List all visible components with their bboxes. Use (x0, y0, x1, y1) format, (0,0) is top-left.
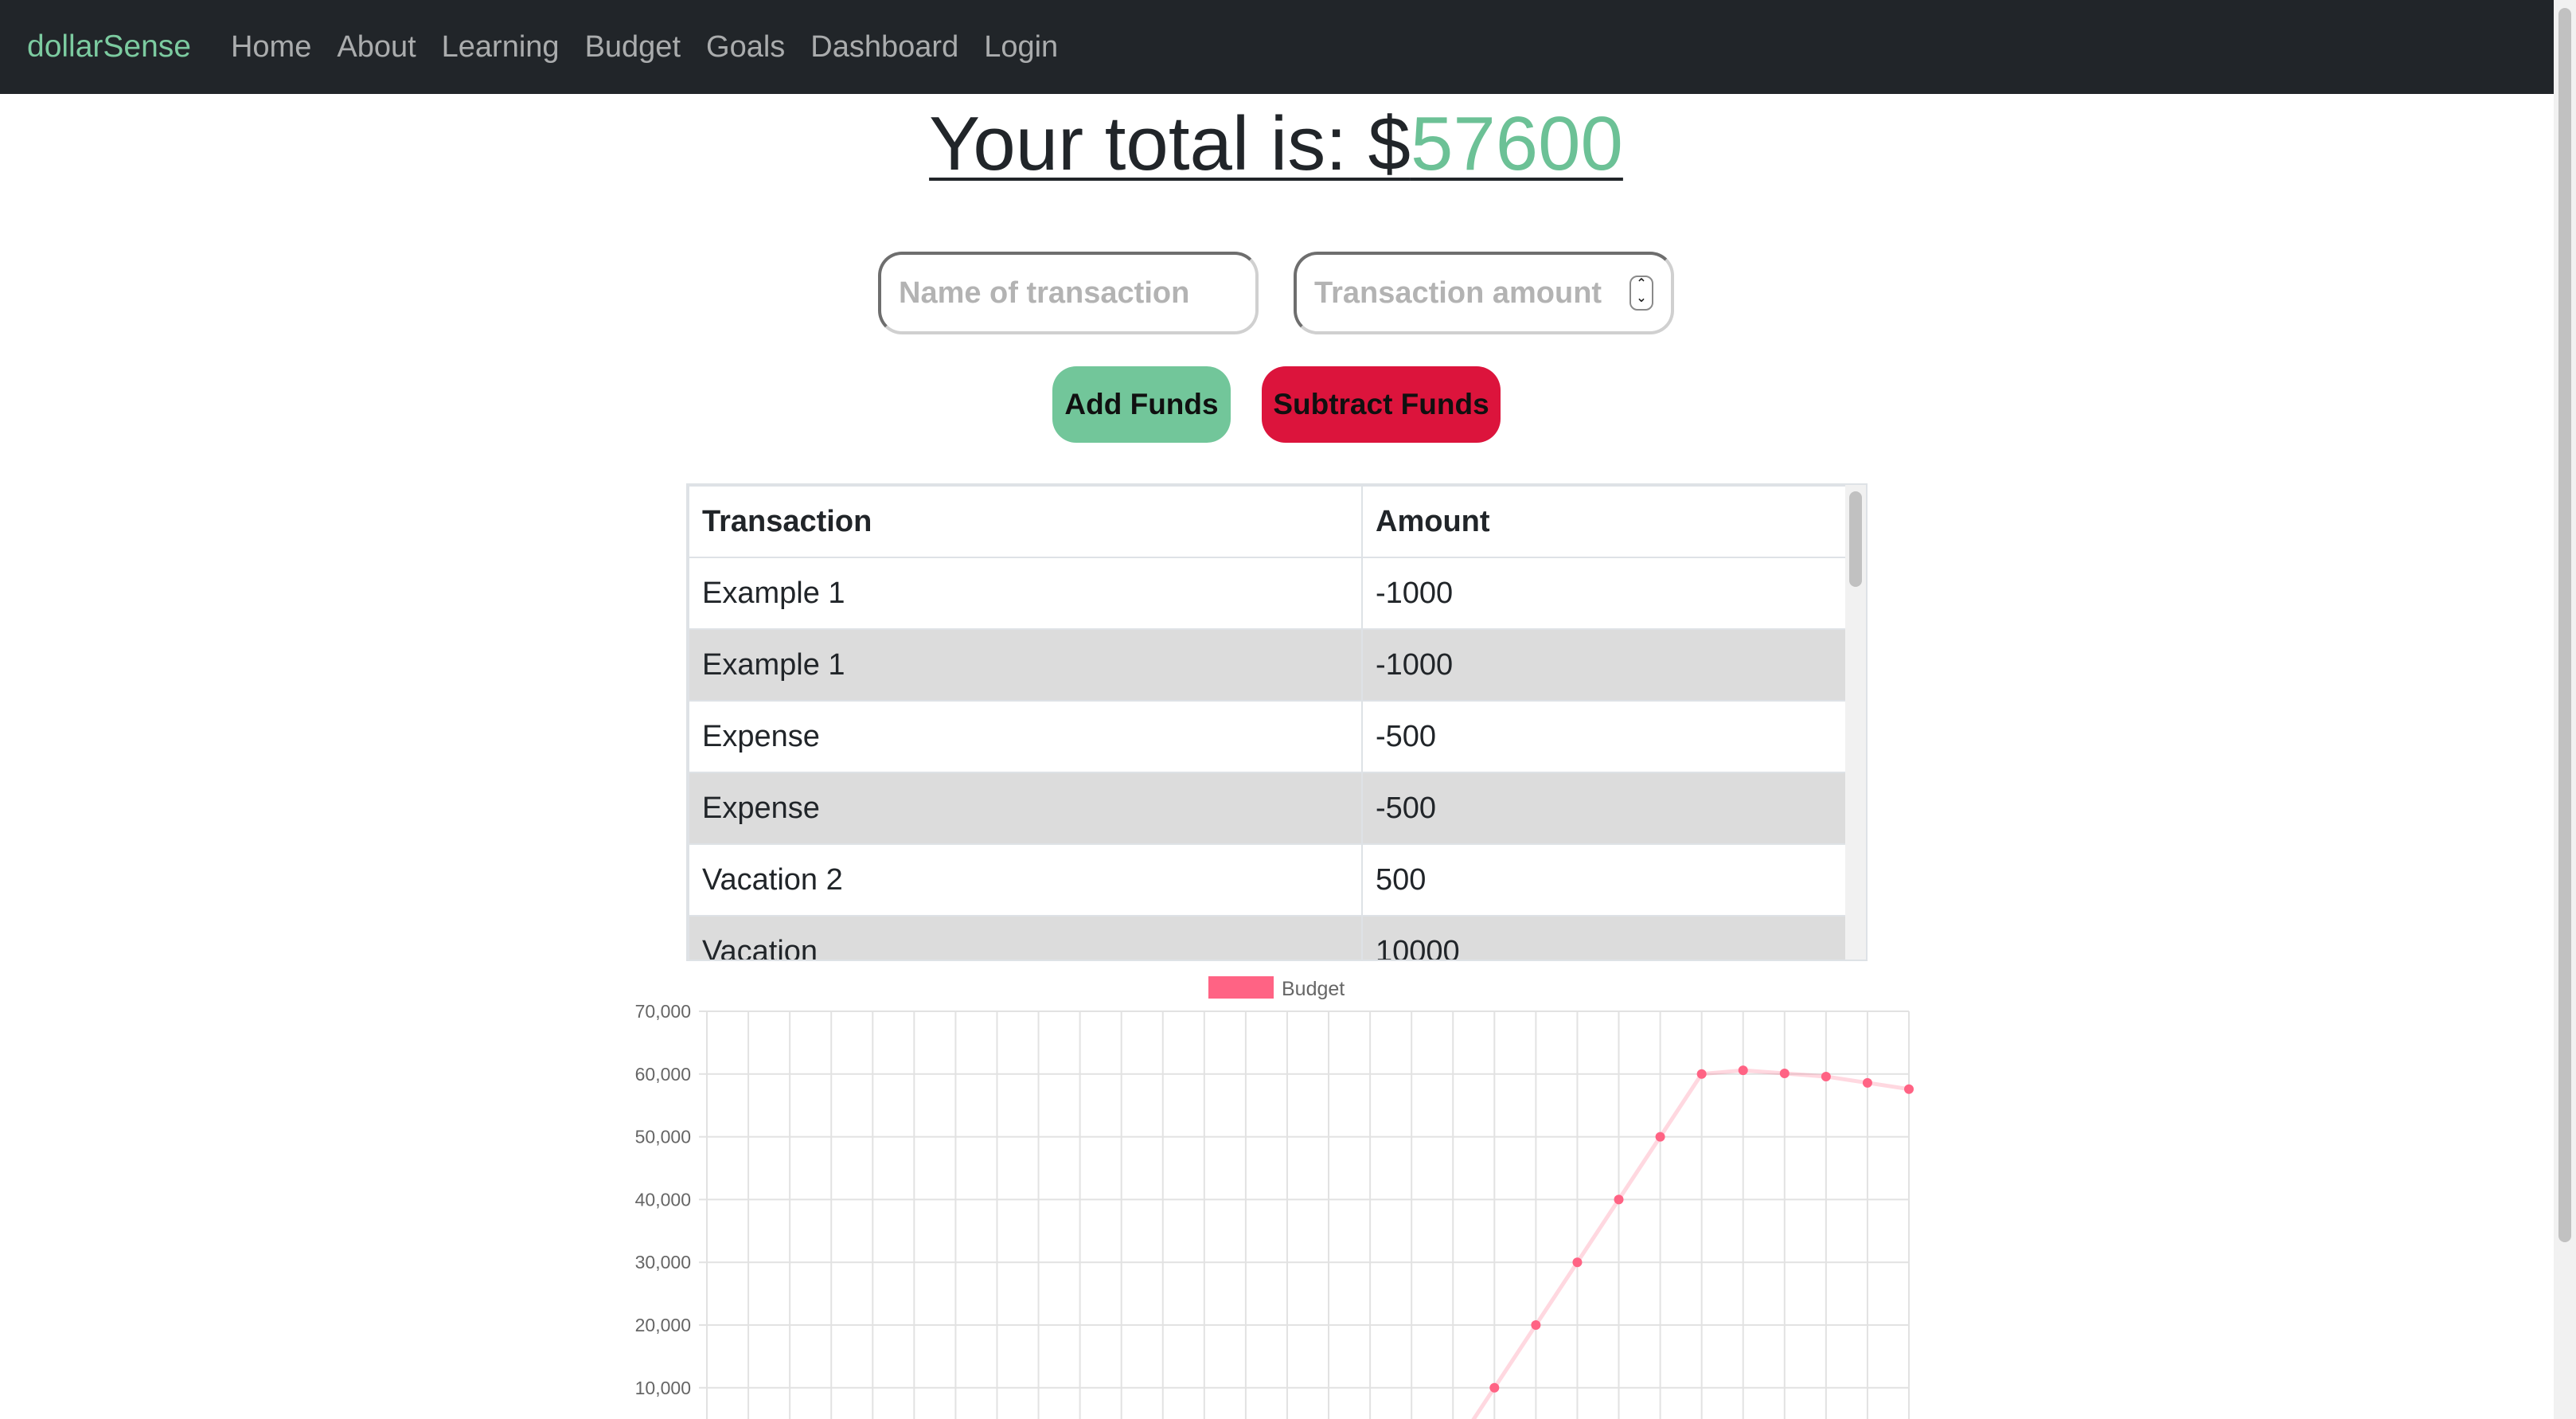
brand-link[interactable]: dollarSense (27, 29, 191, 64)
data-point[interactable] (1572, 1257, 1583, 1268)
series-points (1489, 1065, 1914, 1393)
legend-label-budget: Budget (1282, 978, 1345, 1000)
legend-swatch-budget (1208, 976, 1274, 999)
subtract-funds-button[interactable]: Subtract Funds (1262, 366, 1501, 443)
data-point[interactable] (1862, 1077, 1872, 1088)
transaction-name-cell: Vacation 2 (688, 843, 1363, 917)
header-transaction: Transaction (688, 485, 1363, 558)
table-row: Expense -500 (688, 772, 1847, 845)
y-tick-label: 30,000 (635, 1252, 691, 1272)
transaction-amount-cell: -500 (1361, 700, 1847, 773)
data-point[interactable] (1696, 1069, 1707, 1079)
table-row: Example 1 -1000 (688, 628, 1847, 702)
total-heading: Your total is: $57600 (0, 100, 2552, 188)
data-point[interactable] (1904, 1084, 1914, 1094)
transaction-name-cell: Example 1 (688, 628, 1363, 702)
transaction-name-placeholder: Name of transaction (899, 276, 1190, 310)
budget-line-chart: 70,000 60,000 50,000 40,000 30,000 20,000 10,0… (635, 976, 1914, 1419)
data-point[interactable] (1655, 1132, 1665, 1142)
y-tick-label: 10,000 (635, 1378, 691, 1398)
data-point[interactable] (1779, 1069, 1790, 1079)
total-value: 57600 (1410, 101, 1623, 186)
table-scrollbar-thumb[interactable] (1849, 491, 1862, 587)
y-tick-label: 20,000 (635, 1315, 691, 1335)
number-spinner-icon[interactable]: ⌃ ⌄ (1630, 276, 1653, 311)
nav-home[interactable]: Home (230, 29, 312, 64)
data-point[interactable] (1489, 1382, 1500, 1393)
transaction-name-input[interactable]: Name of transaction (878, 252, 1259, 334)
transaction-amount-cell: -500 (1361, 772, 1847, 845)
series-line-budget (1471, 1068, 1910, 1419)
add-funds-button[interactable]: Add Funds (1052, 366, 1231, 443)
data-point[interactable] (1531, 1320, 1541, 1330)
y-tick-label: 40,000 (635, 1189, 691, 1210)
page-scrollbar[interactable] (2554, 0, 2576, 1419)
nav-learning[interactable]: Learning (441, 29, 560, 64)
transaction-amount-cell: -1000 (1361, 557, 1847, 630)
nav-about[interactable]: About (337, 29, 416, 64)
navbar: dollarSense Home About Learning Budget G… (0, 0, 2576, 94)
transaction-amount-cell: -1000 (1361, 628, 1847, 702)
transaction-amount-placeholder: Transaction amount (1314, 276, 1602, 310)
transactions-table: Transaction Amount Example 1 -1000 Examp… (688, 485, 1847, 960)
table-row: Expense -500 (688, 700, 1847, 773)
data-point[interactable] (1738, 1065, 1748, 1076)
table-scrollbar[interactable] (1845, 485, 1866, 960)
chart-grid (699, 1010, 1910, 1419)
series-line-layer (1471, 1068, 1910, 1419)
y-axis-ticks: 70,000 60,000 50,000 40,000 30,000 20,000 10,0… (635, 1001, 691, 1398)
table-row: Vacation 10000 (688, 915, 1847, 960)
data-point[interactable] (1821, 1071, 1831, 1081)
header-amount: Amount (1361, 485, 1847, 558)
transaction-amount-input[interactable]: Transaction amount ⌃ ⌄ (1294, 252, 1674, 334)
y-tick-label: 70,000 (635, 1001, 691, 1022)
data-point[interactable] (1614, 1194, 1624, 1205)
y-tick-label: 60,000 (635, 1064, 691, 1085)
transaction-name-cell: Expense (688, 700, 1363, 773)
transaction-name-cell: Vacation (688, 915, 1363, 960)
total-label: Your total is: $ (929, 101, 1411, 186)
table-row: Vacation 2 500 (688, 843, 1847, 917)
nav-login[interactable]: Login (984, 29, 1059, 64)
y-tick-label: 50,000 (635, 1127, 691, 1147)
nav-dashboard[interactable]: Dashboard (810, 29, 959, 64)
table-header-row: Transaction Amount (688, 485, 1847, 558)
nav-budget[interactable]: Budget (584, 29, 681, 64)
transaction-name-cell: Expense (688, 772, 1363, 845)
transaction-amount-cell: 500 (1361, 843, 1847, 917)
transaction-amount-cell: 10000 (1361, 915, 1847, 960)
nav-goals[interactable]: Goals (706, 29, 786, 64)
transactions-table-container: Transaction Amount Example 1 -1000 Examp… (686, 483, 1868, 961)
table-row: Example 1 -1000 (688, 557, 1847, 630)
chart-legend: Budget (1208, 976, 1345, 1000)
transaction-name-cell: Example 1 (688, 557, 1363, 630)
page-scrollbar-thumb[interactable] (2558, 8, 2571, 1242)
